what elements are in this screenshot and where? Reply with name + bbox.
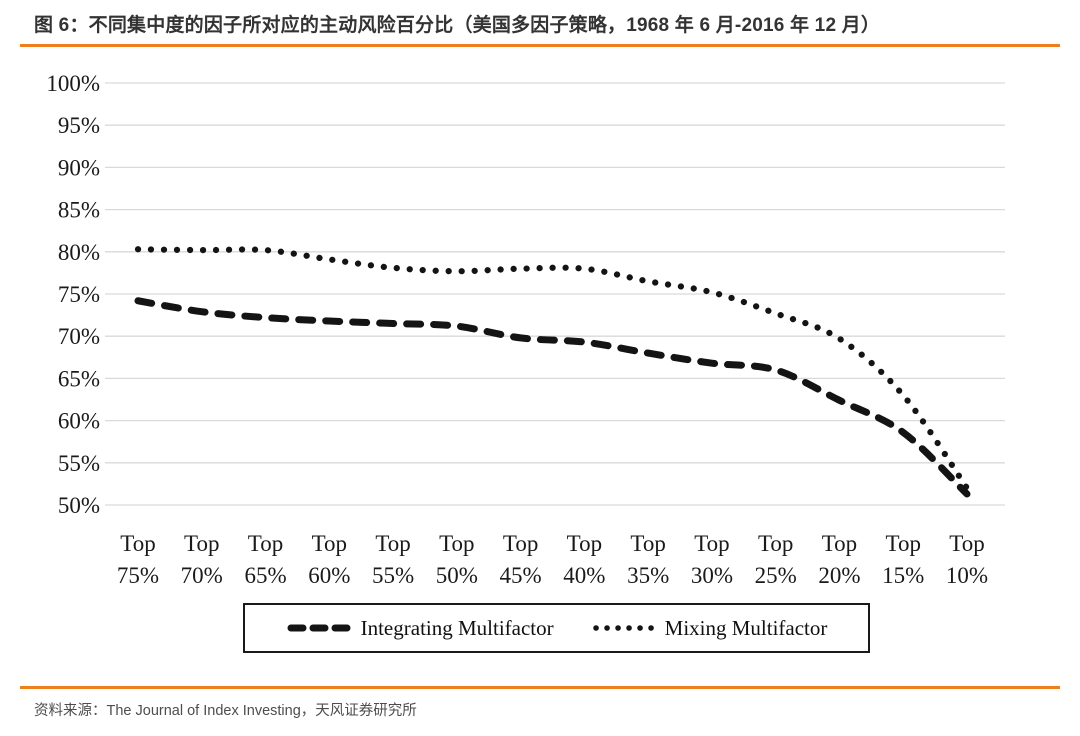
x-axis-tick-label: Top (248, 531, 283, 556)
line-chart: 50% 55% 60% 65% 70% 75% 80% 85% 90% 95% 100% Top 75%… (46, 71, 1005, 588)
x-axis-tick-label: Top (375, 531, 410, 556)
x-axis-tick-label: 40% (563, 563, 605, 588)
x-axis-tick-label: 20% (818, 563, 860, 588)
x-axis-tick-label: Top (439, 531, 474, 556)
legend-item-integrating: Integrating Multifactor (286, 616, 554, 641)
legend-label-mixing: Mixing Multifactor (664, 615, 828, 640)
series-line-mixing-multifactor (134, 246, 971, 492)
y-axis-tick-label: 65% (58, 366, 100, 391)
x-axis-tick-label: 60% (308, 563, 350, 588)
x-axis-tick-label: Top (120, 531, 155, 556)
figure-title: 图 6：不同集中度的因子所对应的主动风险百分比（美国多因子策略，1968 年 6… (34, 15, 881, 36)
legend-label-integrating: Integrating Multifactor (360, 615, 554, 640)
y-axis-tick-label: 100% (46, 71, 100, 96)
source-text: 资料来源：The Journal of Index Investing，天风证券… (34, 703, 417, 719)
x-axis-tick-label: 10% (946, 563, 988, 588)
y-axis-tick-label: 50% (58, 493, 100, 518)
x-axis-tick-label: 45% (500, 563, 542, 588)
y-axis-tick-label: 80% (58, 240, 100, 265)
x-axis-tick-label: 55% (372, 563, 414, 588)
dotted-line-sample-icon (592, 625, 655, 631)
dashed-line-sample-icon (287, 624, 352, 632)
legend-item-mixing: Mixing Multifactor (592, 615, 828, 641)
x-axis-tick-label: 25% (755, 563, 797, 588)
x-axis-tick-label: 75% (117, 563, 159, 588)
y-axis-tick-label: 70% (58, 324, 100, 349)
y-axis-tick-label: 60% (58, 409, 100, 434)
y-axis-tick-label: 90% (58, 155, 100, 180)
y-axis-tick-label: 55% (58, 451, 100, 476)
x-axis-tick-label: 15% (882, 563, 924, 588)
x-axis-tick-label: Top (312, 531, 347, 556)
x-axis-tick-label: 65% (244, 563, 286, 588)
chart-legend: Integrating Multifactor Mixing Multifact… (243, 603, 870, 653)
x-axis-tick-label: Top (758, 531, 793, 556)
y-axis-tick-label: 85% (58, 198, 100, 223)
footer-divider (20, 686, 1060, 689)
x-axis-tick-label: Top (567, 531, 602, 556)
x-axis-tick-label: 30% (691, 563, 733, 588)
x-axis-tick-label: Top (886, 531, 921, 556)
y-axis-tick-label: 75% (58, 282, 100, 307)
x-axis-tick-label: Top (949, 531, 984, 556)
x-axis-tick-label: Top (630, 531, 665, 556)
x-axis-tick-label: Top (184, 531, 219, 556)
x-axis-tick-label: Top (503, 531, 538, 556)
y-axis-tick-label: 95% (58, 113, 100, 138)
x-axis-tick-label: Top (822, 531, 857, 556)
x-axis-tick-label: Top (694, 531, 729, 556)
series-line-integrating-multifactor (134, 297, 971, 498)
x-axis-tick-label: 70% (181, 563, 223, 588)
title-divider (20, 44, 1060, 47)
x-axis-tick-label: 35% (627, 563, 669, 588)
x-axis-tick-label: 50% (436, 563, 478, 588)
